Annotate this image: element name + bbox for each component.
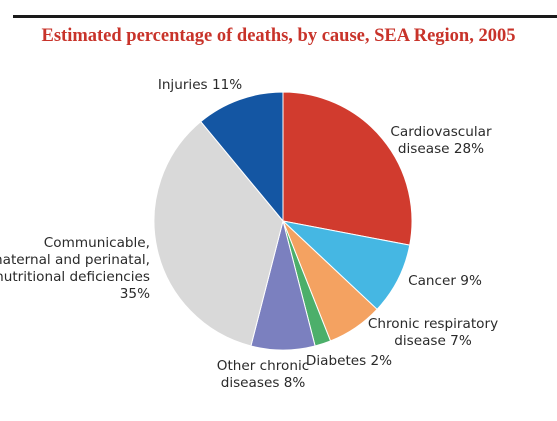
pie-slice-7	[200, 91, 284, 223]
pie-slice-6	[153, 120, 284, 347]
slice-label-4: Diabetes 2%	[306, 353, 392, 369]
slice-label-7: Injuries 11%	[158, 77, 242, 93]
slice-label-2: Cancer 9%	[408, 273, 482, 289]
slice-label-6: Communicable, maternal and perinatal, nutr…	[0, 235, 150, 302]
slice-label-1: Cardiovascular disease 28%	[390, 124, 492, 157]
slice-label-3: Chronic respiratory disease 7%	[368, 316, 498, 349]
chart-title: Estimated percentage of deaths, by cause…	[41, 26, 516, 46]
top-rule	[13, 15, 557, 18]
slice-label-5: Other chronic diseases 8%	[217, 358, 309, 391]
pie-slice-1	[282, 91, 413, 246]
